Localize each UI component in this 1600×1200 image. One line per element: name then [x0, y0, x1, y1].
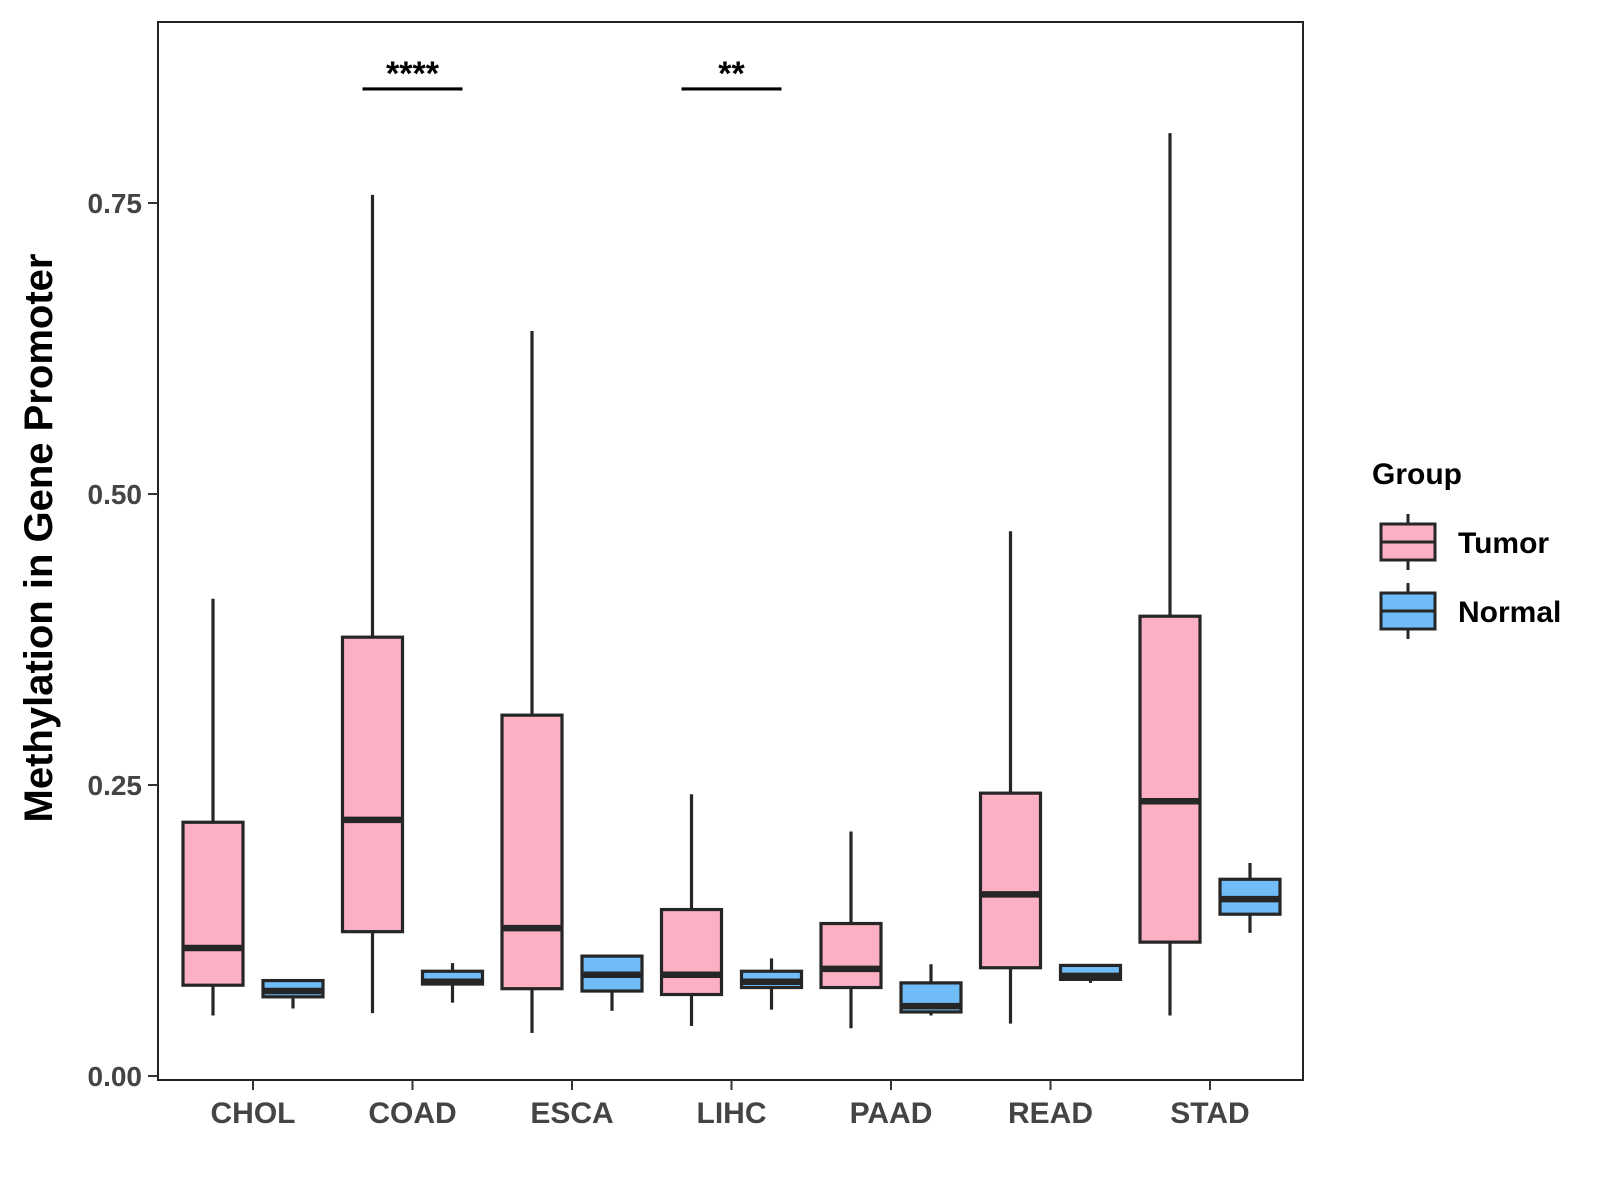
legend: Tumor Normal	[1379, 514, 1561, 639]
box-body	[1138, 614, 1202, 944]
x-tick-label-esca: ESCA	[530, 1097, 613, 1130]
legend-label-tumor: Tumor	[1458, 527, 1549, 560]
x-tick-label-coad: COAD	[368, 1097, 456, 1130]
box-tumor-coad	[340, 194, 405, 1014]
box-normal-coad	[420, 963, 485, 1003]
box-tumor-read	[978, 531, 1043, 1024]
box-normal-chol	[261, 978, 325, 1009]
x-tick-label-read: READ	[1008, 1097, 1093, 1130]
box-normal-read	[1058, 963, 1123, 983]
box-tumor-stad	[1138, 133, 1202, 1016]
box-tumor-chol	[181, 598, 245, 1016]
box-tumor-paad	[819, 831, 883, 1029]
x-tick-label-paad: PAAD	[850, 1097, 933, 1130]
box-body	[659, 907, 724, 997]
box-normal-lihc	[739, 958, 804, 1010]
x-tick-label-chol: CHOL	[211, 1097, 296, 1130]
box-body	[500, 713, 564, 991]
box-tumor-esca	[500, 331, 564, 1033]
box-normal-stad	[1218, 862, 1282, 933]
y-tick-label: 0.75	[88, 188, 143, 219]
box-body	[181, 820, 245, 987]
y-tick-label: 0.25	[88, 770, 143, 801]
box-normal-paad	[899, 964, 963, 1016]
y-tick-label: 0.00	[88, 1061, 143, 1092]
legend-label-normal: Normal	[1458, 596, 1561, 629]
significance-label-coad: ****	[386, 55, 440, 93]
box-body	[819, 921, 883, 990]
x-tick-label-lihc: LIHC	[697, 1097, 767, 1130]
y-axis-title: Methylation in Gene Promoter	[17, 254, 61, 823]
legend-title: Group	[1372, 458, 1462, 491]
box-normal-esca	[580, 954, 644, 1011]
significance-label-lihc: **	[718, 55, 745, 93]
box-body	[978, 791, 1043, 970]
y-tick-label: 0.50	[88, 479, 143, 510]
box-body	[340, 635, 405, 934]
legend-entry-normal: Normal	[1379, 583, 1561, 639]
plot-area: 0.00 0.25 0.50 0.75 CHOL COAD ESCA LIHC PAAD READ…	[88, 21, 1304, 1130]
legend-entry-tumor: Tumor	[1379, 514, 1549, 570]
box-tumor-lihc	[659, 794, 724, 1026]
x-tick-label-stad: STAD	[1170, 1097, 1249, 1130]
